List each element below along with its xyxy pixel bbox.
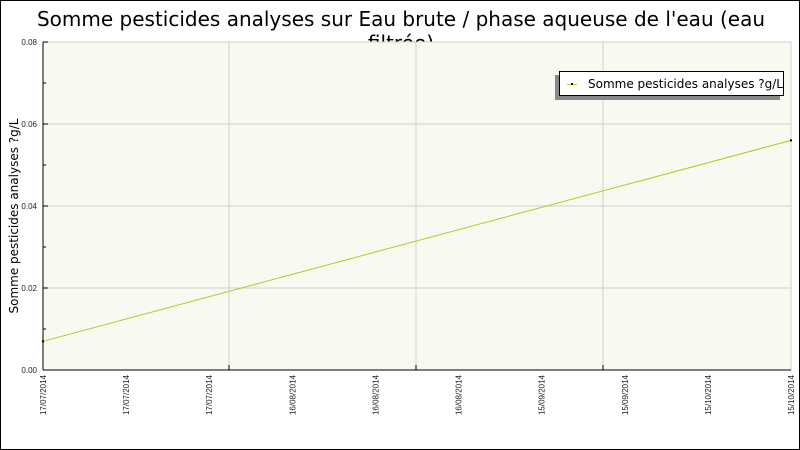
x-tick-label: 15/10/2014 (704, 374, 713, 415)
data-point (42, 340, 44, 343)
x-tick-label: 16/08/2014 (455, 374, 464, 415)
x-tick-label: 17/07/2014 (122, 374, 131, 415)
legend: Somme pesticides analyses ?g/L (559, 71, 784, 96)
x-tick-label: 15/09/2014 (538, 374, 547, 415)
legend-marker (571, 83, 573, 85)
series-line (42, 139, 792, 342)
y-tick-label: 0.00 (21, 366, 37, 375)
x-tick-label: 15/10/2014 (787, 374, 796, 415)
y-tick-label: 0.06 (21, 120, 37, 129)
x-tick-label: 17/07/2014 (39, 374, 48, 415)
data-point (790, 139, 792, 142)
y-axis-title: Somme pesticides analyses ?g/L (7, 118, 21, 313)
y-tick-label: 0.04 (21, 202, 37, 211)
x-tick-label: 16/08/2014 (371, 374, 380, 415)
y-tick-label: 0.08 (21, 38, 37, 47)
y-tick-label: 0.02 (21, 284, 37, 293)
x-tick-label: 16/08/2014 (288, 374, 297, 415)
x-tick-label: 17/07/2014 (205, 374, 214, 415)
x-tick-label: 15/09/2014 (621, 374, 630, 415)
legend-label: Somme pesticides analyses ?g/L (588, 77, 783, 91)
